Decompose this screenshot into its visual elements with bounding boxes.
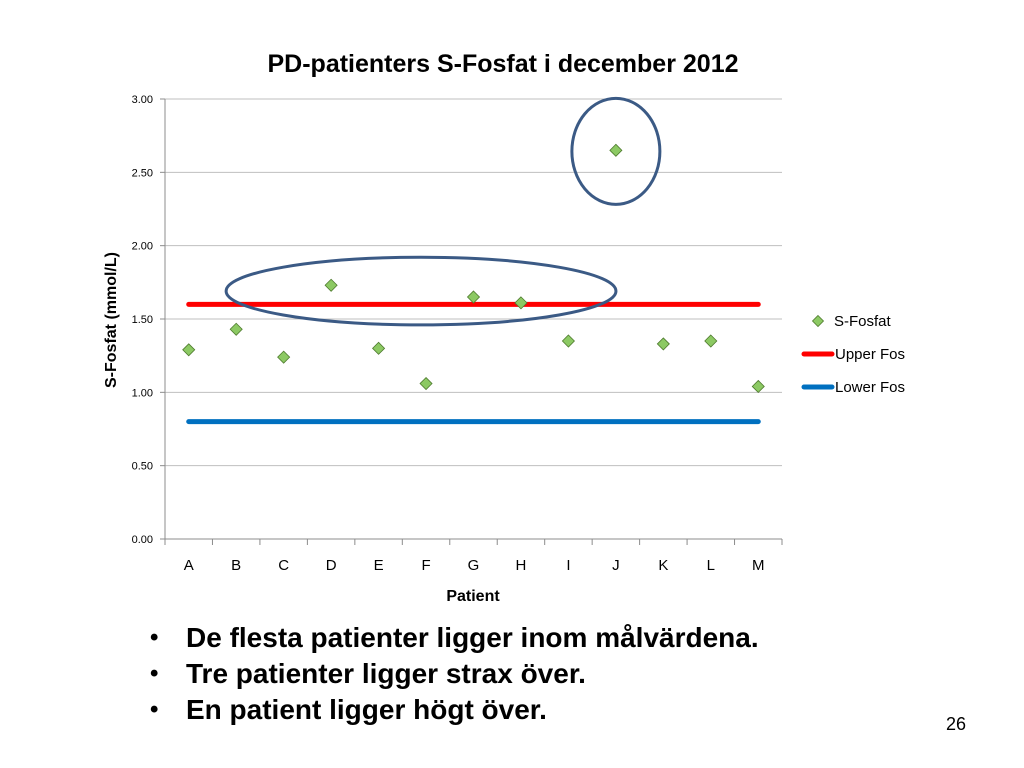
x-tick-label: G [468,557,480,574]
series-layer [182,143,765,425]
data-point [466,290,481,304]
x-tick-label: K [658,557,668,574]
y-tick-label: 1.50 [132,314,153,326]
data-point [277,350,291,364]
x-axis-title: Patient [446,588,500,605]
data-point [419,376,433,391]
y-tick-label: 1.00 [132,387,153,399]
bullet-dot: • [150,696,159,723]
bullet-item: • En patient ligger högt över. [150,692,759,728]
data-point [182,343,196,357]
gridlines [165,98,782,540]
highlight-ellipse [224,255,618,327]
axes: 0.00 0.50 1.00 1.50 2.00 2.50 3.00 A B C D E F G H I J K L… [132,94,783,574]
legend-label: Upper Fos [835,346,905,363]
legend: S-Fosfat Upper Fos Lower Fos [801,313,905,396]
chart: PD-patienters S-Fosfat i december 2012 0… [103,50,905,605]
y-tick-label: 2.50 [132,167,153,179]
x-tick-label: H [516,557,527,574]
y-axis-title: S-Fosfat (mmol/L) [103,252,120,388]
x-tick-label: B [231,557,241,574]
data-point [751,379,765,394]
bullet-item: • Tre patienter ligger strax över. [150,656,759,692]
data-point [372,341,386,355]
bullet-text: De flesta patienter ligger inom målvärde… [186,622,759,653]
x-tick-label: E [374,557,384,574]
x-tick-label: D [326,557,337,574]
bullet-list: • De flesta patienter ligger inom målvärd… [150,620,759,728]
bullet-dot: • [150,660,159,687]
legend-label: S-Fosfat [834,313,892,330]
data-point [704,334,718,348]
y-tick-label: 3.00 [132,94,153,106]
y-tick-label: 0.00 [132,534,153,546]
bullet-text: Tre patienter ligger strax över. [186,658,586,689]
y-tick-label: 0.50 [132,461,153,473]
data-point [656,337,670,351]
bullet-item: • De flesta patienter ligger inom målvärd… [150,620,759,656]
x-tick-label: F [421,557,430,574]
x-tick-label: M [752,557,765,574]
highlight-ellipse [570,96,662,206]
data-point [561,334,575,348]
annotations [224,96,662,327]
y-tick-label: 2.00 [132,241,153,253]
x-tick-label: L [707,557,715,574]
data-point [229,322,243,336]
legend-marker [811,314,825,328]
bullet-dot: • [150,624,159,651]
x-tick-label: J [612,557,620,574]
legend-label: Lower Fos [835,379,905,396]
data-point [609,143,623,157]
x-tick-label: A [184,557,194,574]
data-point [514,296,528,310]
bullet-text: En patient ligger högt över. [186,694,547,725]
x-tick-label: I [566,557,570,574]
page-number: 26 [946,714,967,734]
chart-title: PD-patienters S-Fosfat i december 2012 [268,50,739,78]
x-tick-label: C [278,557,289,574]
data-point [324,278,338,292]
